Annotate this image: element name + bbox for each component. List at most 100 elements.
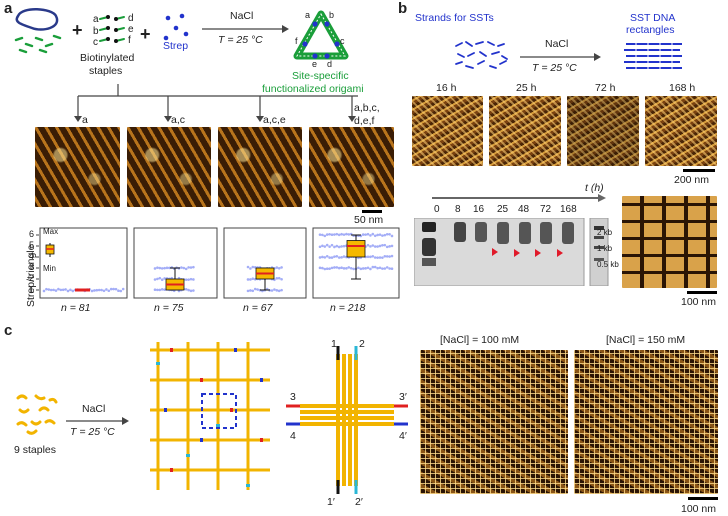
- staple-letter-c: c: [93, 37, 98, 48]
- data-point: [163, 267, 166, 270]
- n-label-4: n = 218: [330, 302, 365, 314]
- data-point: [345, 233, 348, 236]
- data-point: [108, 289, 111, 292]
- data-point: [67, 290, 70, 293]
- data-point: [50, 289, 53, 292]
- data-point: [156, 266, 159, 269]
- data-point: [338, 234, 341, 237]
- data-point: [384, 255, 387, 258]
- data-point: [336, 233, 339, 236]
- data-point: [386, 266, 389, 269]
- boxplot-frame-1: [40, 228, 127, 298]
- data-point: [321, 256, 324, 259]
- data-point: [388, 267, 391, 270]
- data-point: [331, 244, 334, 247]
- data-point: [336, 245, 339, 248]
- data-point: [379, 233, 382, 236]
- a-scale-bar: [362, 210, 382, 213]
- afm-image-c-100mM: [420, 350, 568, 494]
- data-point: [343, 267, 346, 270]
- a-reaction-top: NaCl: [230, 10, 253, 22]
- data-point: [362, 267, 365, 270]
- data-point: [367, 266, 370, 269]
- data-point: [185, 288, 188, 291]
- data-point: [372, 244, 375, 247]
- n-label-2: n = 75: [154, 302, 184, 314]
- data-point: [319, 267, 322, 270]
- data-point: [324, 268, 327, 271]
- lane-label-25: 25: [497, 204, 508, 215]
- data-point: [333, 233, 336, 236]
- data-point: [333, 246, 336, 249]
- branch-label-3: a,c,e: [263, 114, 286, 126]
- data-point: [273, 288, 276, 291]
- data-point: [338, 246, 341, 249]
- data-point: [381, 244, 384, 247]
- afm-image-b-25h: [489, 96, 561, 166]
- c-reaction-top: NaCl: [82, 403, 105, 415]
- lane-label-168: 168: [560, 204, 577, 215]
- data-point: [115, 288, 118, 291]
- data-point: [276, 266, 279, 269]
- data-point: [62, 288, 65, 291]
- data-point: [280, 266, 283, 269]
- data-point: [278, 290, 281, 293]
- data-point: [381, 267, 384, 270]
- data-point: [340, 245, 343, 248]
- port-3: 3: [290, 391, 296, 403]
- data-point: [319, 256, 322, 259]
- data-point: [161, 288, 164, 291]
- c-reaction-bottom: T = 25 °C: [70, 426, 115, 438]
- staple-letter-d: d: [128, 13, 134, 24]
- c-scale-label: 100 nm: [681, 503, 716, 515]
- data-point: [271, 289, 274, 292]
- sst-rectangles-icon: [622, 40, 686, 76]
- origami-letter-f: f: [295, 36, 298, 46]
- data-point: [166, 267, 169, 270]
- staples-label: 9 staples: [14, 444, 56, 456]
- product-label-line1: Site-specific: [292, 70, 349, 82]
- data-point: [278, 277, 281, 280]
- data-point: [360, 268, 363, 271]
- data-point: [362, 233, 365, 236]
- t-axis-arrow-icon: [430, 193, 608, 203]
- ladder-1kb: 1 kb: [597, 244, 612, 253]
- a-reaction-arrow-icon: [200, 24, 290, 34]
- data-point: [376, 267, 379, 270]
- data-point: [93, 289, 96, 292]
- data-point: [256, 288, 259, 291]
- data-point: [154, 267, 157, 270]
- data-point: [369, 256, 372, 259]
- data-point: [156, 278, 159, 281]
- data-point: [343, 245, 346, 248]
- lane-label-16: 16: [473, 204, 484, 215]
- data-point: [249, 267, 252, 270]
- data-point: [381, 256, 384, 259]
- data-point: [350, 267, 353, 270]
- data-point: [159, 277, 162, 280]
- y-tick-4: 4: [29, 251, 34, 261]
- data-point: [247, 290, 250, 293]
- scaffold-icon: [12, 6, 72, 56]
- data-point: [333, 266, 336, 269]
- data-point: [247, 266, 250, 269]
- port-3-prime: 3′: [399, 391, 407, 403]
- data-point: [364, 267, 367, 270]
- b-bottom-scale-label: 100 nm: [681, 296, 716, 308]
- port-4: 4: [290, 430, 296, 442]
- biotin-label-line2: staples: [89, 65, 122, 77]
- data-point: [161, 267, 164, 270]
- box-min-label: Min: [43, 264, 56, 273]
- origami-letter-c: c: [340, 36, 345, 46]
- data-point: [48, 288, 51, 291]
- b-top-scale-label: 200 nm: [674, 174, 709, 186]
- data-point: [57, 288, 60, 291]
- data-point: [331, 256, 334, 259]
- data-point: [185, 268, 188, 271]
- ladder-2kb: 2 kb: [597, 228, 612, 237]
- data-point: [190, 278, 193, 281]
- data-point: [386, 233, 389, 236]
- data-point: [328, 256, 331, 259]
- data-point: [55, 289, 58, 292]
- data-point: [252, 289, 255, 292]
